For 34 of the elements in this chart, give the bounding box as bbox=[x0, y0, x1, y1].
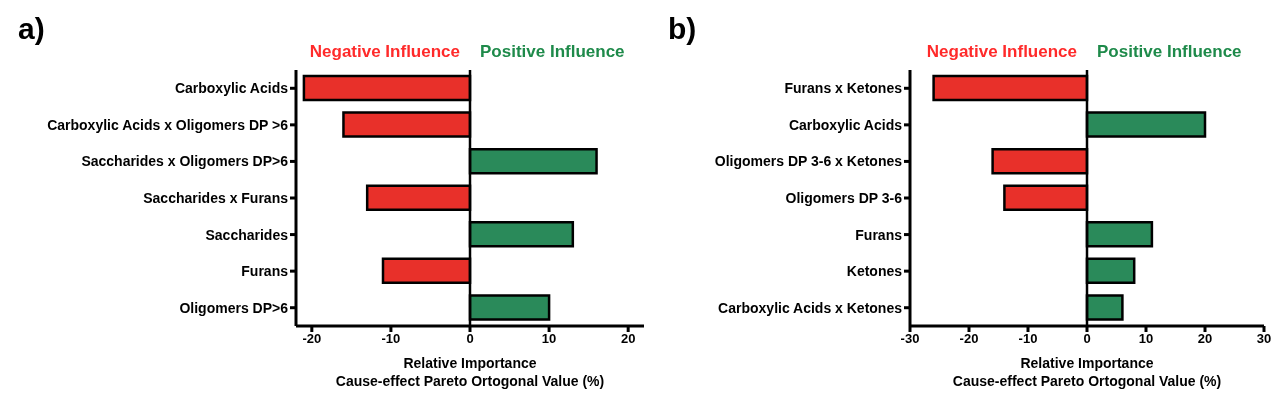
x-tick-label: 20 bbox=[620, 331, 636, 347]
y-tick-label: Saccharides x Oligomers DP>6 bbox=[81, 153, 289, 170]
x-tick-label: 0 bbox=[466, 331, 474, 347]
y-tick-label: Furans bbox=[241, 263, 289, 280]
x-tick-label: 10 bbox=[1138, 331, 1154, 347]
x-tick-label: 0 bbox=[1083, 331, 1091, 347]
y-tick-label: Furans x Ketones bbox=[784, 80, 903, 97]
x-tick-label: -10 bbox=[1018, 331, 1038, 347]
x-tick-label: -20 bbox=[959, 331, 979, 347]
y-tick-label: Oligomers DP 3-6 bbox=[785, 189, 903, 206]
y-tick-label: Carboxylic Acids bbox=[174, 80, 289, 97]
x-axis-title: Relative Importance Cause-effect Pareto Ortogonal Value (%) bbox=[335, 355, 605, 389]
y-tick-label: Oligomers DP 3-6 x Ketones bbox=[714, 153, 903, 170]
x-tick-label: 30 bbox=[1256, 331, 1272, 347]
x-tick-label: -20 bbox=[302, 331, 322, 347]
text: Positive Influence bbox=[1097, 42, 1243, 62]
x-tick-label: -30 bbox=[900, 331, 920, 347]
x-axis-title: Relative Importance Cause-effect Pareto Ortogonal Value (%) bbox=[952, 355, 1222, 389]
y-tick-label: Oligomers DP>6 bbox=[179, 299, 289, 316]
text: Negative Influence bbox=[308, 42, 460, 62]
y-tick-label: Carboxylic Acids x Oligomers DP >6 bbox=[47, 116, 289, 133]
x-tick-label: -10 bbox=[381, 331, 401, 347]
x-tick-label: 20 bbox=[1197, 331, 1213, 347]
text: Positive Influence bbox=[480, 42, 626, 62]
text: a) bbox=[18, 12, 45, 46]
y-tick-label: Saccharides bbox=[205, 226, 289, 243]
y-tick-label: Furans bbox=[855, 226, 903, 243]
x-tick-label: 10 bbox=[541, 331, 557, 347]
y-tick-label: Ketones bbox=[846, 263, 903, 280]
y-tick-label: Saccharides x Furans bbox=[143, 189, 289, 206]
y-tick-label: Carboxylic Acids bbox=[788, 116, 903, 133]
chart-title: b) bbox=[668, 12, 697, 46]
text: Negative Influence bbox=[925, 42, 1077, 62]
y-tick-label: Carboxylic Acids x Ketones bbox=[718, 299, 903, 316]
